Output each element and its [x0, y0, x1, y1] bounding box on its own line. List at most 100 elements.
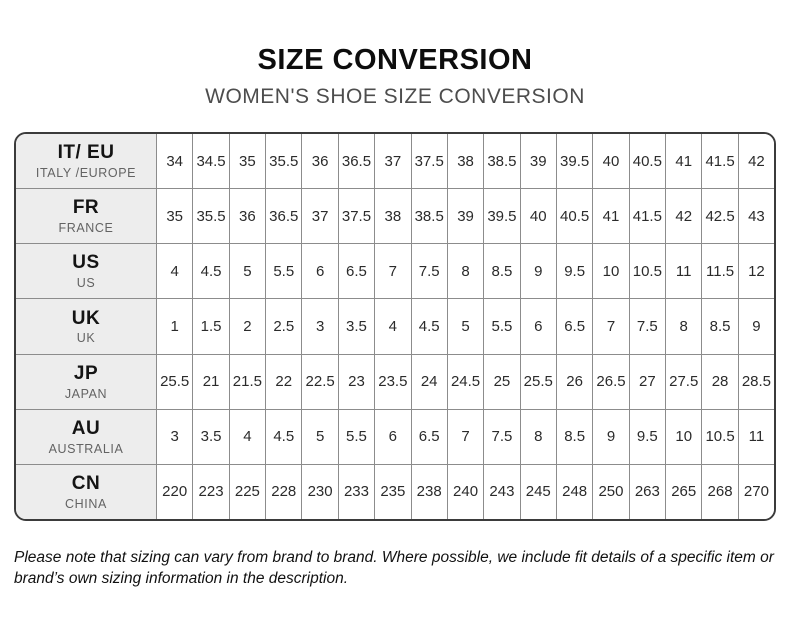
- size-value-cell: 2: [228, 299, 266, 354]
- size-value-cell: 41: [665, 134, 702, 189]
- size-conversion-table: IT/ EU ITALY /EUROPE 34 34.5 35 35.5 36 36.5 37 3…: [14, 132, 776, 521]
- size-value-cell: 250: [592, 464, 629, 519]
- size-value-cell: 21.5: [228, 354, 266, 409]
- size-value-cell: 26.5: [592, 354, 629, 409]
- table-row: UK UK 1 1.5 2 2.5 3 3.5 4 4.5 5 5.5 6 6.5 7 7.5 8 8.5 9: [16, 298, 774, 354]
- size-value-cell: 1.5: [192, 299, 229, 354]
- row-code-label: JP: [73, 362, 99, 384]
- size-value-cell: 23.5: [374, 354, 411, 409]
- size-value-cell: 27.5: [665, 354, 702, 409]
- size-value-cell: 38: [374, 189, 411, 244]
- table-row: IT/ EU ITALY /EUROPE 34 34.5 35 35.5 36 36.5 37 3…: [16, 134, 774, 189]
- size-value-cell: 235: [374, 464, 411, 519]
- size-value-cell: 228: [265, 464, 302, 519]
- table-row: CN CHINA 220 223 225 228 230 233 235 238 240 243 245…: [16, 463, 774, 519]
- size-value-cell: 1: [156, 299, 193, 354]
- size-value-cell: 36.5: [337, 134, 375, 189]
- size-value-cell: 35: [228, 134, 266, 189]
- size-value-cell: 240: [446, 464, 484, 519]
- size-value-cell: 5: [446, 299, 484, 354]
- size-value-cell: 34.5: [192, 134, 229, 189]
- size-value-cell: 10: [592, 244, 629, 299]
- size-value-cell: 25.5: [519, 354, 556, 409]
- size-value-cell: 28: [701, 354, 738, 409]
- size-value-cell: 22: [265, 354, 302, 409]
- table-row: FR FRANCE 35 35.5 36 36.5 37 37.5 38 38.5 39 39.5 40…: [16, 188, 774, 244]
- size-value-cell: 223: [192, 464, 229, 519]
- page-subtitle: WOMEN'S SHOE SIZE CONVERSION: [205, 85, 585, 108]
- size-value-cell: 263: [628, 464, 666, 519]
- size-value-cell: 8.5: [555, 409, 593, 464]
- size-value-cell: 38.5: [483, 134, 520, 189]
- size-value-cell: 6: [374, 409, 411, 464]
- size-value-cell: 4: [156, 244, 193, 299]
- size-value-cell: 21: [192, 354, 229, 409]
- row-code-label: CN: [71, 472, 101, 494]
- size-value-cell: 9: [737, 299, 774, 354]
- row-region-label: CHINA: [65, 496, 107, 511]
- size-value-cell: 7: [592, 299, 629, 354]
- size-value-cell: 6.5: [555, 299, 593, 354]
- size-value-cell: 8: [519, 409, 556, 464]
- size-value-cell: 6: [301, 244, 338, 299]
- size-value-cell: 24.5: [446, 354, 484, 409]
- size-value-cell: 22.5: [301, 354, 338, 409]
- size-value-cell: 42: [737, 134, 774, 189]
- size-value-cell: 36: [228, 189, 266, 244]
- size-value-cell: 28.5: [737, 354, 774, 409]
- size-value-cell: 37.5: [337, 189, 375, 244]
- size-value-cell: 40: [592, 134, 629, 189]
- size-value-cell: 11: [665, 244, 702, 299]
- size-value-cell: 43: [737, 189, 774, 244]
- size-value-cell: 39.5: [483, 189, 520, 244]
- size-value-cell: 233: [337, 464, 375, 519]
- row-code-label: FR: [72, 197, 100, 219]
- size-value-cell: 270: [737, 464, 774, 519]
- row-region-label: ITALY /EUROPE: [35, 165, 137, 180]
- size-value-cell: 34: [156, 134, 193, 189]
- size-value-cell: 5.5: [483, 299, 520, 354]
- row-region-label: FRANCE: [58, 221, 114, 236]
- size-value-cell: 41: [592, 189, 629, 244]
- size-value-cell: 230: [301, 464, 338, 519]
- size-value-cell: 8: [446, 244, 484, 299]
- row-code-label: IT/ EU: [57, 142, 115, 164]
- size-value-cell: 40.5: [628, 134, 666, 189]
- size-value-cell: 42.5: [701, 189, 738, 244]
- size-value-cell: 23: [337, 354, 375, 409]
- size-value-cell: 25.5: [156, 354, 193, 409]
- size-value-cell: 225: [228, 464, 266, 519]
- table-row: JP JAPAN 25.5 21 21.5 22 22.5 23 23.5 24 24.5 25 25.…: [16, 353, 774, 409]
- row-header-cell: US US: [16, 244, 156, 299]
- size-value-cell: 3.5: [192, 409, 229, 464]
- size-value-cell: 11: [737, 409, 774, 464]
- table-row: AU AUSTRALIA 3 3.5 4 4.5 5 5.5 6 6.5 7 7.5 8 8.5 9 9.5 1…: [16, 408, 774, 464]
- size-value-cell: 12: [737, 244, 774, 299]
- size-value-cell: 4: [228, 409, 266, 464]
- size-value-cell: 27: [628, 354, 666, 409]
- size-value-cell: 25: [483, 354, 520, 409]
- size-value-cell: 248: [555, 464, 593, 519]
- size-value-cell: 10.5: [701, 409, 738, 464]
- size-value-cell: 3: [301, 299, 338, 354]
- size-value-cell: 37: [374, 134, 411, 189]
- row-header-cell: CN CHINA: [16, 464, 156, 519]
- size-value-cell: 6.5: [410, 409, 447, 464]
- size-value-cell: 35: [156, 189, 193, 244]
- size-value-cell: 39: [446, 189, 484, 244]
- size-value-cell: 4.5: [265, 409, 302, 464]
- size-value-cell: 37: [301, 189, 338, 244]
- size-value-cell: 268: [701, 464, 738, 519]
- size-value-cell: 41.5: [628, 189, 666, 244]
- size-value-cell: 220: [156, 464, 193, 519]
- table-row: US US 4 4.5 5 5.5 6 6.5 7 7.5 8 8.5 9 9.5 10 10.5 11 11.5…: [16, 243, 774, 299]
- size-value-cell: 3: [156, 409, 193, 464]
- size-value-cell: 8.5: [483, 244, 520, 299]
- row-header-cell: JP JAPAN: [16, 354, 156, 409]
- size-value-cell: 35.5: [265, 134, 302, 189]
- size-value-cell: 26: [555, 354, 593, 409]
- size-value-cell: 40.5: [555, 189, 593, 244]
- size-value-cell: 38: [446, 134, 484, 189]
- size-value-cell: 5.5: [337, 409, 375, 464]
- size-value-cell: 10: [665, 409, 702, 464]
